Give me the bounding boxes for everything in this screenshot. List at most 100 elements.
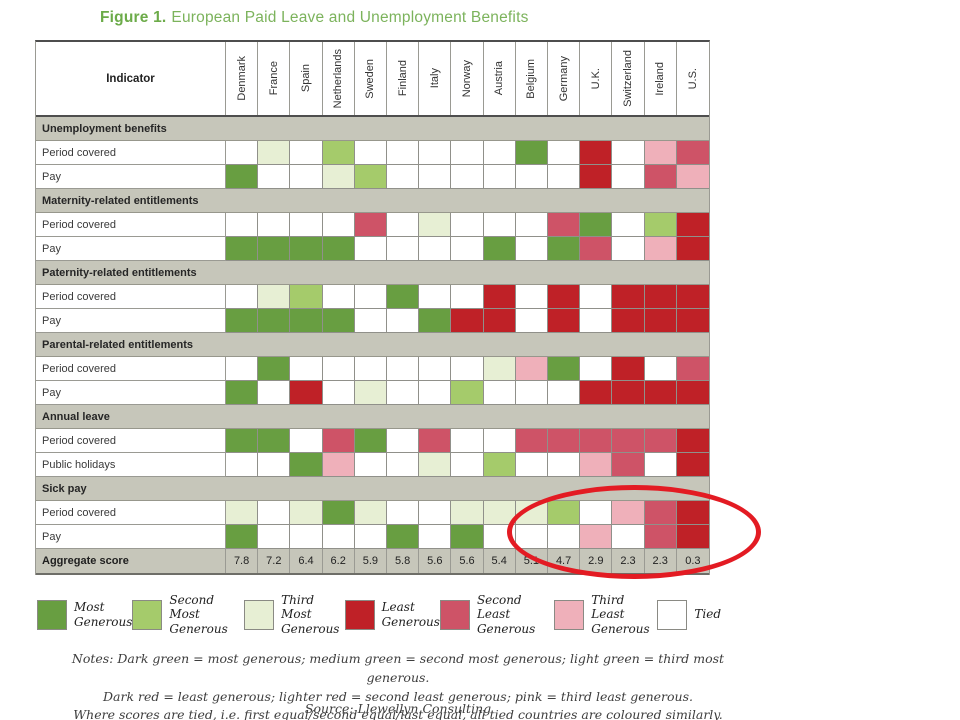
country-label: U.S. xyxy=(686,67,699,90)
heatmap-cell-w xyxy=(515,381,548,405)
indicator-row: Period covered xyxy=(36,357,709,381)
heatmap-cell-w xyxy=(290,429,323,453)
heatmap-cell-g1 xyxy=(515,141,548,165)
heatmap-cell-w xyxy=(258,213,291,237)
indicator-row-label: Period covered xyxy=(36,285,226,309)
heatmap-cell-w xyxy=(354,453,387,477)
country-header-cell: U.S. xyxy=(677,42,709,115)
heatmap-cell-r2 xyxy=(644,165,677,189)
heatmap-cell-g1 xyxy=(226,309,259,333)
heatmap-cell-r1 xyxy=(612,381,645,405)
figure-label: Figure 1. xyxy=(100,9,167,26)
indicator-row: Pay xyxy=(36,381,709,405)
indicator-row-label: Pay xyxy=(36,309,226,333)
heatmap-cell-w xyxy=(387,213,420,237)
heatmap-cell-w xyxy=(451,285,484,309)
legend-item: Second Most Generous xyxy=(132,593,244,636)
heatmap-cell-g3 xyxy=(419,453,452,477)
aggregate-score-value: 5.4 xyxy=(484,549,516,573)
heatmap-cell-r1 xyxy=(676,501,709,525)
heatmap-cell-w xyxy=(387,501,420,525)
heatmap-cell-w xyxy=(515,237,548,261)
legend-label: Third Most Generous xyxy=(281,593,340,636)
legend-item: Third Least Generous xyxy=(554,593,657,636)
heatmap-cell-r1 xyxy=(676,309,709,333)
heatmap-cell-g3 xyxy=(322,165,355,189)
heatmap-cell-r2 xyxy=(676,141,709,165)
legend-swatch-r1 xyxy=(344,599,375,630)
aggregate-score-value: 2.9 xyxy=(580,549,613,573)
heatmap-cell-g3 xyxy=(451,501,484,525)
aggregate-score-value: 0.3 xyxy=(685,555,701,567)
indicator-row: Period covered xyxy=(36,141,709,165)
country-label: Germany xyxy=(557,55,570,102)
heatmap-cell-w xyxy=(258,453,291,477)
heatmap-cell-r1 xyxy=(483,285,516,309)
country-header-cell: Norway xyxy=(451,42,484,115)
benefits-table: Indicator Denmark France Spain Netherlands S… xyxy=(35,40,710,575)
legend-label: Third Least Generous xyxy=(591,593,650,636)
heatmap-cell-r3 xyxy=(580,453,613,477)
legend-swatch-g3 xyxy=(244,599,275,630)
indicator-row: Period covered xyxy=(36,213,709,237)
country-label: Italy xyxy=(428,68,441,89)
country-label: Belgium xyxy=(525,58,538,99)
heatmap-cell-r2 xyxy=(644,525,677,549)
heatmap-cell-g1 xyxy=(226,381,259,405)
heatmap-cell-w xyxy=(515,453,548,477)
country-label: Switzerland xyxy=(621,50,634,107)
heatmap-cell-w xyxy=(612,141,645,165)
heatmap-cell-w xyxy=(354,309,387,333)
heatmap-cell-g2 xyxy=(322,141,355,165)
heatmap-cell-w xyxy=(258,501,291,525)
heatmap-cell-w xyxy=(451,165,484,189)
legend-label: Tied xyxy=(694,607,721,622)
heatmap-cell-w xyxy=(483,525,516,549)
indicator-row: Pay xyxy=(36,237,709,261)
heatmap-cell-g1 xyxy=(258,309,291,333)
heatmap-cell-r1 xyxy=(676,237,709,261)
section-header: Parental-related entitlements xyxy=(36,333,709,357)
aggregate-score-value: 5.9 xyxy=(355,549,387,573)
country-label: Spain xyxy=(299,64,312,93)
legend-item: Most Generous xyxy=(37,593,132,636)
heatmap-cell-r1 xyxy=(580,141,613,165)
legend-label: Most Generous xyxy=(74,600,133,629)
heatmap-cell-w xyxy=(451,237,484,261)
heatmap-cell-w xyxy=(226,141,259,165)
country-label: U.K. xyxy=(589,67,602,90)
heatmap-cell-w xyxy=(387,381,420,405)
source-line: Source: Llewellyn Consulting xyxy=(304,701,492,716)
country-label: Ireland xyxy=(654,61,667,96)
heatmap-cell-g3 xyxy=(290,501,323,525)
heatmap-cell-w xyxy=(483,141,516,165)
heatmap-cell-w xyxy=(354,141,387,165)
heatmap-cell-g3 xyxy=(354,381,387,405)
heatmap-cell-w xyxy=(419,237,452,261)
heatmap-cell-w xyxy=(419,381,452,405)
heatmap-cell-w xyxy=(322,357,355,381)
figure-title: Figure 1. European Paid Leave and Unemplo… xyxy=(100,9,529,27)
heatmap-cell-w xyxy=(483,213,516,237)
heatmap-cell-g2 xyxy=(644,213,677,237)
indicator-row-label: Period covered xyxy=(36,141,226,165)
indicator-header-label: Indicator xyxy=(106,72,155,85)
heatmap-cell-w xyxy=(451,429,484,453)
heatmap-cell-w xyxy=(451,453,484,477)
heatmap-cell-g1 xyxy=(290,309,323,333)
heatmap-cell-w xyxy=(387,429,420,453)
heatmap-cell-w xyxy=(290,525,323,549)
legend-label: Least Generous xyxy=(381,600,440,629)
indicator-row-label: Period covered xyxy=(36,429,226,453)
aggregate-score-row: Aggregate score 7.8 7.2 6.4 6.2 5.9 5.8 5.6 5.6 5… xyxy=(36,549,709,575)
aggregate-score-value: 4.7 xyxy=(548,549,581,573)
heatmap-cell-g1 xyxy=(387,285,420,309)
heatmap-cell-g1 xyxy=(226,237,259,261)
legend-item: Second Least Generous xyxy=(439,593,554,636)
heatmap-cell-w xyxy=(258,525,291,549)
country-label: Austria xyxy=(493,61,506,96)
heatmap-cell-w xyxy=(451,213,484,237)
legend-item: Third Most Generous xyxy=(244,593,344,636)
country-header-cell: Netherlands xyxy=(323,42,355,115)
heatmap-cell-w xyxy=(515,165,548,189)
